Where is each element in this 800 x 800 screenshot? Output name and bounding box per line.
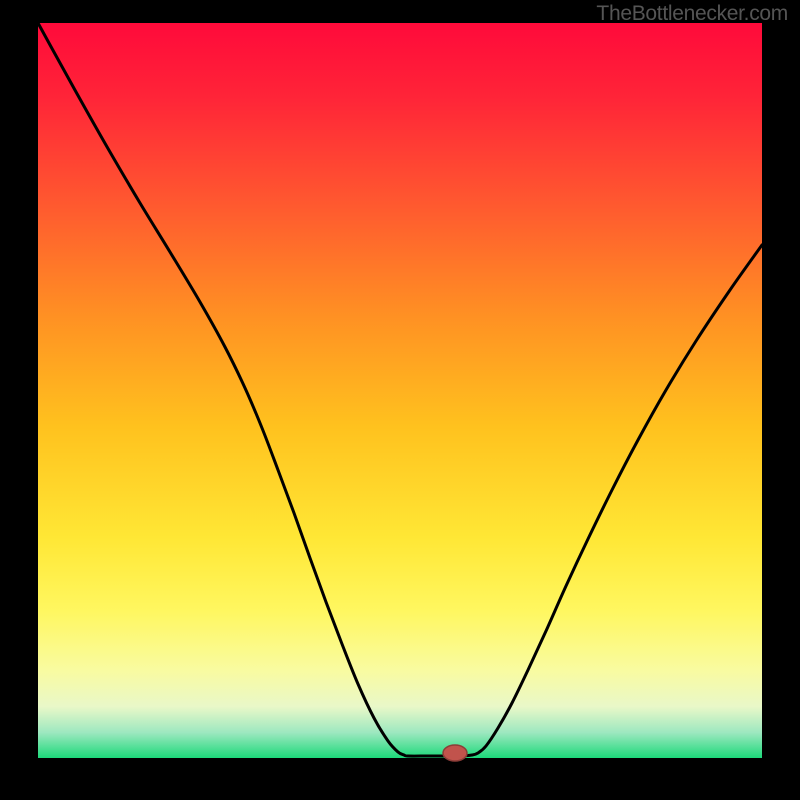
- watermark-text: TheBottlenecker.com: [596, 2, 788, 26]
- chart-container: TheBottlenecker.com: [0, 0, 800, 800]
- bottleneck-chart: [0, 0, 800, 800]
- plot-background: [38, 23, 762, 758]
- minimum-marker: [443, 745, 467, 761]
